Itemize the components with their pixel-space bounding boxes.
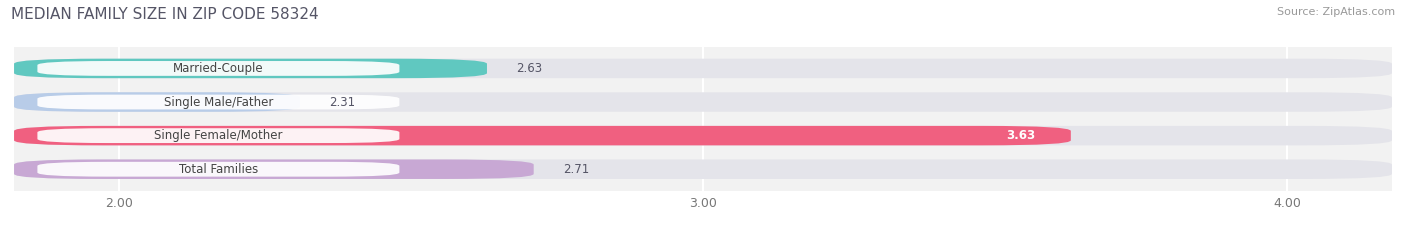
- FancyBboxPatch shape: [14, 59, 1392, 78]
- Text: Single Female/Mother: Single Female/Mother: [155, 129, 283, 142]
- Text: Source: ZipAtlas.com: Source: ZipAtlas.com: [1277, 7, 1395, 17]
- FancyBboxPatch shape: [14, 126, 1392, 145]
- FancyBboxPatch shape: [38, 95, 399, 110]
- FancyBboxPatch shape: [14, 92, 1392, 112]
- Text: Single Male/Father: Single Male/Father: [163, 96, 273, 109]
- Text: 2.31: 2.31: [329, 96, 356, 109]
- FancyBboxPatch shape: [14, 126, 1071, 145]
- Text: 2.63: 2.63: [516, 62, 543, 75]
- Text: 2.71: 2.71: [562, 163, 589, 176]
- FancyBboxPatch shape: [14, 159, 1392, 179]
- Text: Married-Couple: Married-Couple: [173, 62, 264, 75]
- FancyBboxPatch shape: [38, 128, 399, 143]
- FancyBboxPatch shape: [14, 159, 534, 179]
- Text: Total Families: Total Families: [179, 163, 259, 176]
- Text: 3.63: 3.63: [1007, 129, 1036, 142]
- Text: MEDIAN FAMILY SIZE IN ZIP CODE 58324: MEDIAN FAMILY SIZE IN ZIP CODE 58324: [11, 7, 319, 22]
- FancyBboxPatch shape: [38, 162, 399, 177]
- FancyBboxPatch shape: [14, 92, 299, 112]
- FancyBboxPatch shape: [38, 61, 399, 76]
- FancyBboxPatch shape: [14, 59, 486, 78]
